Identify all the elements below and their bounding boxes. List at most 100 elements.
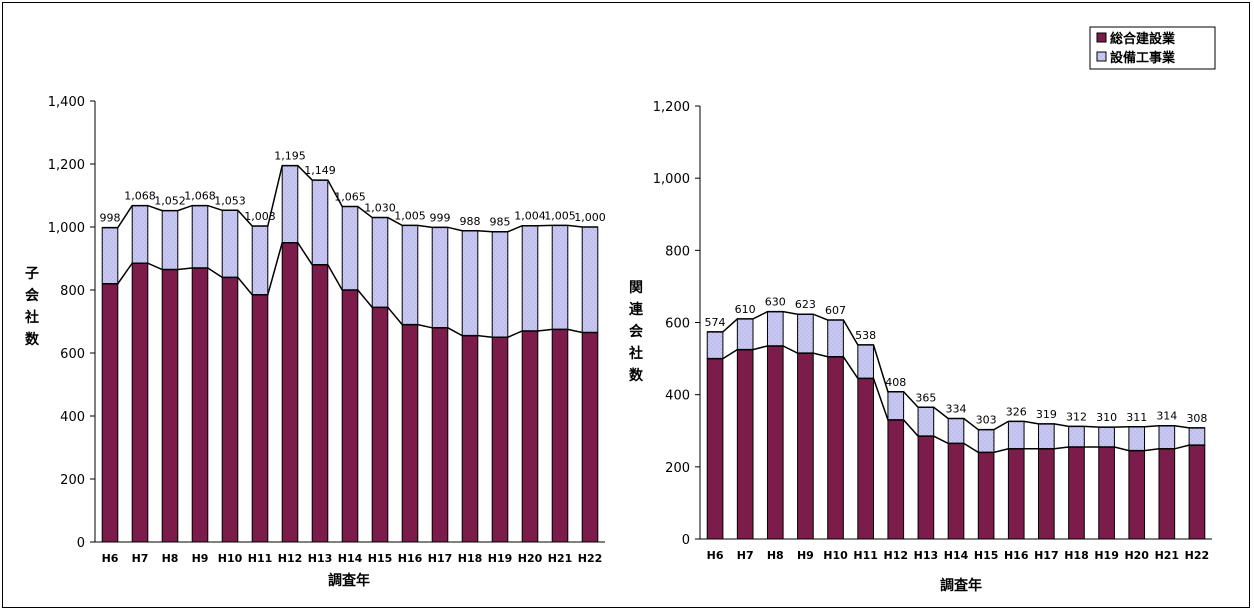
right-bar-general-H21 bbox=[1158, 448, 1176, 540]
left-y-tick-label: 1,200 bbox=[48, 158, 85, 173]
left-y-tick-label: 0 bbox=[77, 536, 85, 551]
right-bar-equipment-H14 bbox=[947, 417, 965, 444]
right-bar-equipment-H7 bbox=[736, 318, 754, 351]
right-bar-general-H11 bbox=[857, 377, 874, 540]
right-bar-general-H20 bbox=[1128, 450, 1146, 540]
right-bar-equipment-H19 bbox=[1098, 426, 1115, 448]
left-total-label-H18: 988 bbox=[460, 215, 481, 228]
legend-label-equipment: 設備工事業 bbox=[1110, 50, 1176, 66]
right-category-label-H12: H12 bbox=[884, 549, 909, 562]
left-category-label-H9: H9 bbox=[192, 552, 209, 565]
left-bar-general-H21 bbox=[551, 328, 569, 543]
right-bar-general-H9 bbox=[797, 352, 814, 540]
right-bar-general-H6 bbox=[706, 358, 724, 540]
left-y-tick-label: 800 bbox=[60, 284, 85, 299]
left-bar-equipment-H14 bbox=[341, 206, 359, 291]
right-total-label-H20: 311 bbox=[1126, 411, 1147, 424]
left-total-label-H7: 1,068 bbox=[124, 190, 156, 203]
right-total-label-H17: 319 bbox=[1036, 408, 1057, 421]
left-bar-general-H15 bbox=[371, 306, 389, 543]
right-category-label-H7: H7 bbox=[737, 549, 754, 562]
left-line-general bbox=[102, 242, 598, 338]
right-category-label-H19: H19 bbox=[1094, 549, 1119, 562]
left-y-title-char: 会 bbox=[25, 287, 40, 304]
right-bar-equipment-H11 bbox=[857, 344, 874, 379]
left-bar-equipment-H15 bbox=[371, 217, 389, 308]
right-category-label-H17: H17 bbox=[1034, 549, 1059, 562]
right-y-tick-label: 600 bbox=[665, 317, 690, 332]
right-category-label-H15: H15 bbox=[974, 549, 999, 562]
left-category-label-H18: H18 bbox=[458, 552, 483, 565]
right-category-label-H22: H22 bbox=[1185, 549, 1210, 562]
right-bar-general-H18 bbox=[1068, 446, 1085, 540]
left-total-label-H11: 1,003 bbox=[244, 210, 276, 223]
left-y-tick-label: 600 bbox=[60, 347, 85, 362]
left-bar-equipment-H11 bbox=[251, 225, 269, 296]
right-category-label-H11: H11 bbox=[853, 549, 878, 562]
left-total-label-H9: 1,068 bbox=[184, 190, 216, 203]
left-bar-general-H13 bbox=[311, 264, 329, 543]
legend-box bbox=[1089, 26, 1216, 70]
left-bar-equipment-H18 bbox=[461, 230, 479, 337]
left-total-label-H16: 1,005 bbox=[394, 209, 426, 222]
right-total-label-H16: 326 bbox=[1006, 405, 1027, 418]
legend-swatch-equipment bbox=[1096, 51, 1107, 62]
legend-swatch-general bbox=[1096, 32, 1107, 43]
left-category-label-H19: H19 bbox=[488, 552, 513, 565]
left-total-label-H10: 1,053 bbox=[214, 194, 246, 207]
left-bar-general-H6 bbox=[101, 283, 119, 543]
right-total-label-H14: 334 bbox=[946, 402, 967, 415]
left-bar-equipment-H10 bbox=[221, 209, 239, 278]
right-y-tick-label: 200 bbox=[665, 461, 690, 476]
right-bar-equipment-H6 bbox=[706, 331, 724, 360]
right-bar-general-H16 bbox=[1007, 448, 1025, 540]
left-category-label-H21: H21 bbox=[548, 552, 573, 565]
left-y-tick-label: 400 bbox=[60, 410, 85, 425]
left-bar-equipment-H16 bbox=[401, 224, 419, 326]
left-bar-equipment-H21 bbox=[551, 224, 569, 330]
left-category-label-H7: H7 bbox=[132, 552, 149, 565]
left-category-label-H10: H10 bbox=[218, 552, 243, 565]
left-y-title-char: 数 bbox=[25, 331, 40, 348]
left-category-label-H13: H13 bbox=[308, 552, 333, 565]
left-category-label-H8: H8 bbox=[162, 552, 179, 565]
left-bar-general-H19 bbox=[491, 336, 509, 543]
right-bar-equipment-H16 bbox=[1007, 420, 1025, 450]
left-y-title-char: 子 bbox=[25, 266, 39, 282]
right-category-label-H18: H18 bbox=[1064, 549, 1089, 562]
right-bar-equipment-H10 bbox=[827, 319, 844, 358]
right-bar-general-H13 bbox=[917, 435, 935, 540]
left-total-label-H14: 1,065 bbox=[334, 191, 366, 204]
right-category-label-H20: H20 bbox=[1124, 549, 1149, 562]
right-category-label-H16: H16 bbox=[1004, 549, 1029, 562]
left-category-label-H6: H6 bbox=[102, 552, 119, 565]
right-chart-affiliates: 0 200 400 600 800 1,000 1,200 574 H6 610 H7 630 H8 62… bbox=[653, 100, 1212, 562]
left-bar-equipment-H6 bbox=[101, 227, 119, 285]
right-line-general bbox=[707, 345, 1205, 454]
right-category-label-H10: H10 bbox=[823, 549, 848, 562]
right-bar-general-H15 bbox=[977, 451, 995, 540]
right-bar-general-H14 bbox=[947, 442, 965, 540]
right-bar-general-H8 bbox=[766, 345, 784, 540]
left-bar-general-H20 bbox=[521, 330, 539, 543]
left-bar-equipment-H12 bbox=[281, 165, 299, 244]
right-bar-equipment-H18 bbox=[1068, 425, 1085, 448]
right-total-label-H11: 538 bbox=[855, 329, 876, 342]
right-y-title-char: 連 bbox=[629, 301, 644, 318]
right-bar-equipment-H9 bbox=[797, 313, 814, 354]
left-category-label-H20: H20 bbox=[518, 552, 543, 565]
left-y-title-char: 社 bbox=[24, 309, 39, 326]
legend-label-general: 総合建設業 bbox=[1110, 31, 1176, 47]
right-y-title-char: 関 bbox=[629, 280, 643, 296]
left-total-label-H21: 1,005 bbox=[544, 209, 576, 222]
left-category-label-H15: H15 bbox=[368, 552, 393, 565]
left-bar-general-H9 bbox=[191, 267, 209, 543]
right-y-tick-label: 1,200 bbox=[653, 100, 690, 115]
legend: 総合建設業 設備工事業 bbox=[1089, 26, 1216, 70]
right-bar-equipment-H22 bbox=[1188, 427, 1206, 446]
right-category-label-H6: H6 bbox=[707, 549, 724, 562]
right-total-label-H19: 310 bbox=[1096, 411, 1117, 424]
right-category-label-H14: H14 bbox=[944, 549, 969, 562]
